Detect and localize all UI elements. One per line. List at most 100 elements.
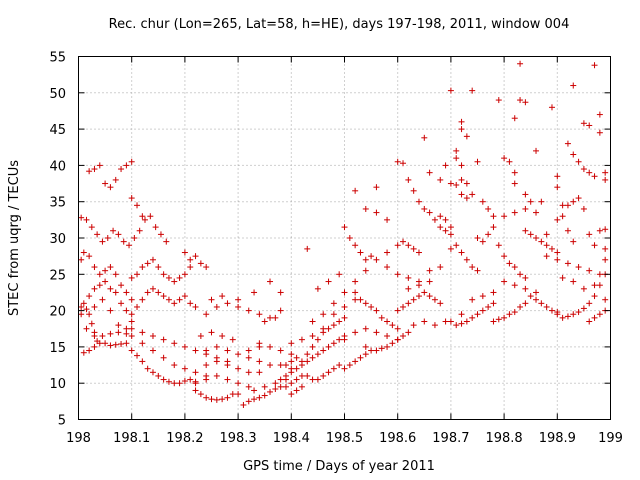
data-point (309, 376, 316, 383)
data-point (126, 242, 133, 249)
data-point (314, 336, 321, 343)
data-point (506, 158, 513, 165)
data-point (282, 362, 289, 369)
data-point (602, 296, 609, 303)
data-point (522, 205, 529, 212)
data-point (400, 238, 407, 245)
data-point (139, 264, 146, 271)
data-point (213, 396, 220, 403)
data-point (192, 369, 199, 376)
data-point (368, 303, 375, 310)
data-point (267, 314, 274, 321)
data-point (251, 396, 258, 403)
data-point (181, 249, 188, 256)
data-point (559, 202, 566, 209)
data-point (123, 289, 130, 296)
data-point (341, 224, 348, 231)
data-point (163, 238, 170, 245)
data-point (277, 362, 284, 369)
data-point (538, 300, 545, 307)
data-point (267, 388, 274, 395)
data-point (277, 347, 284, 354)
data-point (314, 351, 321, 358)
data-point (458, 320, 465, 327)
data-point (336, 336, 343, 343)
data-point (91, 343, 98, 350)
data-point (586, 169, 593, 176)
data-point (181, 378, 188, 385)
data-point (447, 245, 454, 252)
data-point (176, 380, 183, 387)
data-point (575, 264, 582, 271)
data-point (171, 278, 178, 285)
data-point (149, 369, 156, 376)
data-point (192, 387, 199, 394)
data-point (128, 274, 135, 281)
data-point (463, 195, 470, 202)
data-point (522, 300, 529, 307)
data-point (426, 278, 433, 285)
data-point (352, 358, 359, 365)
data-point (320, 347, 327, 354)
data-point (107, 285, 114, 292)
data-point (362, 300, 369, 307)
data-point (548, 245, 555, 252)
data-point (288, 369, 295, 376)
data-point (453, 147, 460, 154)
data-point (431, 322, 438, 329)
data-point (118, 340, 125, 347)
data-point (187, 264, 194, 271)
data-point (415, 249, 422, 256)
data-point (123, 325, 130, 332)
data-point (187, 376, 194, 383)
data-point (458, 176, 465, 183)
data-point (453, 322, 460, 329)
y-tick-label: 15 (49, 341, 66, 356)
data-point (511, 282, 518, 289)
data-point (288, 340, 295, 347)
data-point (548, 104, 555, 111)
data-point (490, 213, 497, 220)
data-point (134, 352, 141, 359)
data-point (309, 333, 316, 340)
data-point (602, 176, 609, 183)
data-point (501, 155, 508, 162)
data-point (139, 296, 146, 303)
data-point (144, 260, 151, 267)
data-point (139, 340, 146, 347)
data-point (479, 238, 486, 245)
data-points (78, 60, 609, 408)
data-point (256, 358, 263, 365)
x-tick-label: 198.2 (166, 431, 203, 446)
data-point (245, 383, 252, 390)
data-point (171, 380, 178, 387)
y-tick-label: 10 (49, 377, 66, 392)
data-point (415, 198, 422, 205)
data-point (224, 300, 231, 307)
data-point (437, 224, 444, 231)
data-point (219, 293, 226, 300)
data-point (426, 169, 433, 176)
data-point (288, 380, 295, 387)
data-point (522, 191, 529, 198)
data-point (157, 231, 164, 238)
data-point (596, 111, 603, 118)
data-point (78, 256, 85, 263)
data-point (490, 224, 497, 231)
data-point (219, 396, 226, 403)
data-point (431, 216, 438, 223)
data-point (602, 226, 609, 233)
data-point (203, 376, 210, 383)
data-point (112, 289, 119, 296)
data-point (110, 227, 117, 234)
data-point (463, 180, 470, 187)
data-point (288, 351, 295, 358)
data-point (181, 365, 188, 372)
data-point (554, 184, 561, 191)
data-point (224, 376, 231, 383)
x-tick-label: 198.3 (219, 431, 256, 446)
data-point (203, 347, 210, 354)
data-point (485, 205, 492, 212)
data-point (357, 249, 364, 256)
data-point (596, 282, 603, 289)
